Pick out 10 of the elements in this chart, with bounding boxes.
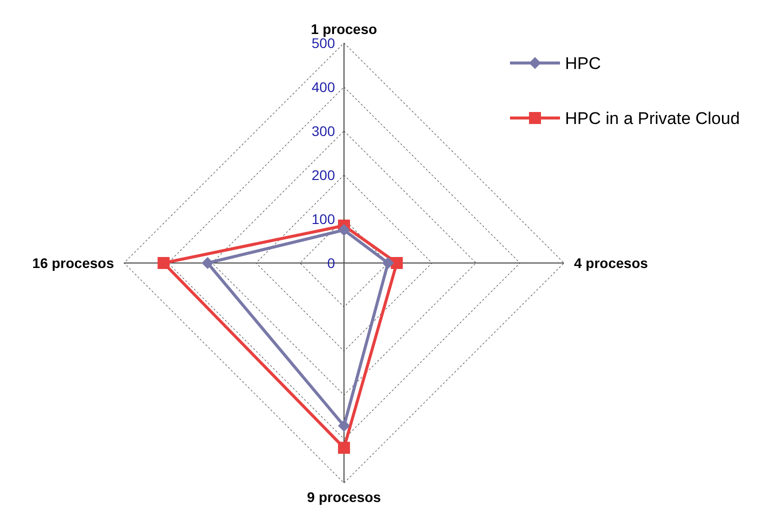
legend-label: HPC <box>565 54 601 73</box>
spoke-label: 4 procesos <box>574 255 648 271</box>
legend-label: HPC in a Private Cloud <box>565 109 740 128</box>
spoke-label: 9 procesos <box>307 489 382 505</box>
spoke-label: 1 proceso <box>310 21 378 37</box>
spoke-label: 16 procesos <box>32 255 114 271</box>
y-tick-label: 400 <box>312 79 336 95</box>
y-tick-label: 300 <box>312 123 336 139</box>
y-tick-label: 100 <box>312 211 336 227</box>
y-tick-label: 200 <box>312 167 336 183</box>
